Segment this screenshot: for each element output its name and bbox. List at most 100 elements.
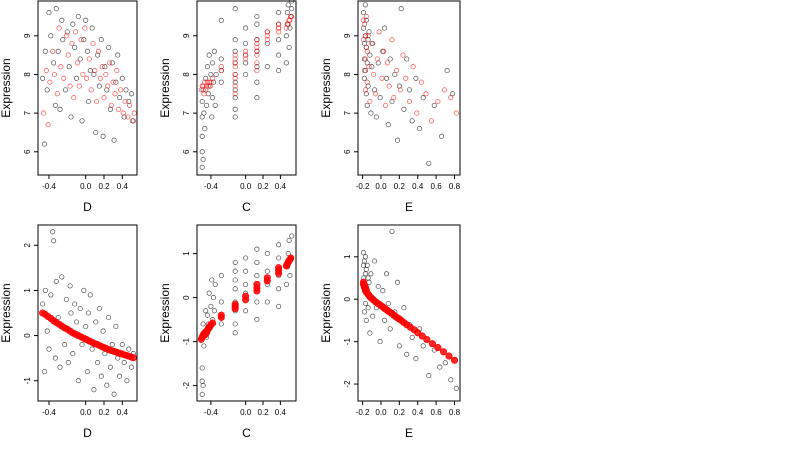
y-tick-label: 9 bbox=[182, 33, 191, 38]
data-point-black bbox=[42, 287, 48, 293]
data-point-black bbox=[42, 48, 48, 54]
data-point-black bbox=[73, 319, 80, 325]
data-point-black bbox=[232, 79, 238, 85]
x-tick-label: 0.2 bbox=[394, 182, 406, 191]
data-point-red bbox=[264, 33, 270, 39]
data-point-red bbox=[101, 95, 107, 101]
data-point-red bbox=[361, 21, 367, 27]
plot-frame bbox=[37, 224, 138, 402]
data-point-black bbox=[204, 102, 210, 108]
x-tick-label: 0.4 bbox=[412, 408, 424, 417]
data-point-black bbox=[413, 75, 419, 81]
data-point-black bbox=[254, 79, 260, 85]
data-point-black bbox=[243, 268, 249, 274]
data-point-black bbox=[420, 95, 426, 101]
data-point-black bbox=[276, 52, 282, 58]
data-point-red bbox=[254, 37, 260, 43]
data-point-black bbox=[254, 246, 260, 252]
data-point-black bbox=[75, 13, 81, 20]
data-point-black bbox=[286, 44, 292, 50]
data-point-red bbox=[82, 25, 88, 31]
data-point-red bbox=[61, 75, 67, 81]
data-point-black bbox=[210, 60, 216, 66]
data-point-black bbox=[369, 64, 375, 70]
data-point-red bbox=[54, 91, 60, 97]
data-point-red bbox=[367, 98, 373, 105]
data-point-red bbox=[383, 102, 389, 108]
data-point-red bbox=[381, 48, 387, 54]
data-point-red bbox=[125, 114, 131, 120]
data-point-black bbox=[362, 2, 368, 8]
data-point-black bbox=[68, 114, 74, 120]
data-point-red bbox=[114, 68, 120, 74]
x-tick-label: 0.6 bbox=[431, 408, 443, 417]
data-point-black bbox=[232, 37, 238, 43]
data-point-black bbox=[406, 87, 413, 93]
data-point-red bbox=[97, 75, 103, 81]
data-point-red bbox=[394, 68, 400, 74]
data-point-black bbox=[365, 305, 371, 311]
data-point-red bbox=[94, 98, 100, 105]
data-point-black bbox=[276, 68, 282, 74]
scatter-panel-5: -0.4 0.0 0.2 0.4 -2 -1 0 1 C Expression bbox=[158, 224, 297, 440]
data-point-black bbox=[254, 64, 260, 70]
data-point-red bbox=[441, 87, 447, 93]
data-point-black bbox=[77, 305, 83, 312]
data-point-black bbox=[81, 37, 87, 43]
data-point-black bbox=[367, 52, 373, 58]
data-point-red bbox=[386, 83, 392, 89]
data-point-red bbox=[86, 56, 92, 62]
x-tick-label: 0.8 bbox=[449, 182, 461, 191]
data-point-black bbox=[211, 308, 217, 314]
data-point-red bbox=[205, 83, 211, 89]
scatter-panel-3: -0.2 0.0 0.2 0.4 0.6 0.8 6 7 8 9 E Expression bbox=[319, 0, 461, 214]
x-tick-label: -0.2 bbox=[356, 408, 370, 417]
data-point-red bbox=[73, 29, 79, 35]
data-point-black bbox=[121, 114, 127, 120]
x-tick-label: 0.2 bbox=[98, 182, 110, 191]
y-tick-label: 0 bbox=[182, 295, 191, 300]
data-point-black bbox=[375, 283, 381, 290]
data-point-red bbox=[287, 254, 295, 262]
data-point-black bbox=[276, 255, 282, 261]
data-point-black bbox=[371, 258, 378, 264]
data-point-black bbox=[383, 271, 390, 277]
data-point-black bbox=[126, 98, 132, 105]
data-point-red bbox=[403, 75, 409, 81]
data-point-black bbox=[254, 273, 260, 279]
data-point-black bbox=[283, 60, 289, 66]
data-point-red bbox=[243, 56, 249, 62]
data-point-red bbox=[242, 292, 250, 300]
data-point-red bbox=[435, 98, 441, 105]
plot-frame bbox=[196, 224, 297, 402]
data-point-black bbox=[232, 286, 238, 292]
data-point-black bbox=[121, 360, 127, 366]
data-point-black bbox=[202, 126, 208, 132]
data-point-red bbox=[263, 274, 271, 282]
data-point-black bbox=[119, 342, 125, 348]
data-point-black bbox=[426, 160, 432, 166]
data-point-black bbox=[254, 13, 260, 20]
data-point-red bbox=[210, 75, 216, 81]
data-point-black bbox=[396, 343, 402, 349]
data-point-red bbox=[361, 68, 367, 74]
x-tick-label: 0.0 bbox=[375, 182, 387, 191]
data-point-black bbox=[199, 365, 205, 371]
y-axis-label: Expression bbox=[319, 58, 333, 117]
data-point-black bbox=[87, 68, 93, 74]
data-point-red bbox=[363, 44, 369, 50]
data-point-black bbox=[72, 301, 78, 307]
data-point-red bbox=[418, 79, 424, 85]
data-point-black bbox=[128, 91, 135, 97]
data-point-red bbox=[51, 71, 58, 78]
data-point-black bbox=[209, 277, 215, 283]
x-tick-label: 0.2 bbox=[257, 182, 269, 191]
data-point-black bbox=[377, 339, 383, 345]
data-point-red bbox=[204, 79, 210, 85]
data-point-black bbox=[109, 342, 115, 348]
data-point-black bbox=[363, 91, 369, 97]
data-point-red bbox=[365, 33, 371, 39]
data-point-black bbox=[210, 95, 216, 101]
data-point-black bbox=[365, 83, 371, 89]
data-point-black bbox=[360, 250, 367, 256]
